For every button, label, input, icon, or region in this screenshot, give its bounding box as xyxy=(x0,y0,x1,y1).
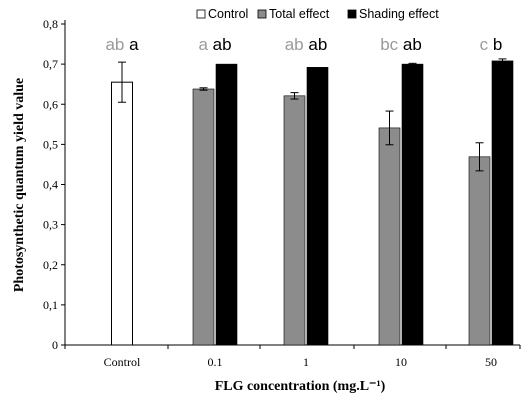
y-tick-label: 0 xyxy=(52,338,58,352)
legend-label: Shading effect xyxy=(359,7,439,21)
x-tick-label: Control xyxy=(104,355,141,369)
bar xyxy=(111,81,133,346)
significance-total: bc xyxy=(380,35,403,54)
bar xyxy=(192,88,215,346)
significance-label: bc ab xyxy=(380,35,422,54)
bar xyxy=(378,127,401,346)
bar xyxy=(283,95,306,346)
y-tick-label: 0,1 xyxy=(43,298,58,312)
significance-shading: ab xyxy=(308,35,327,54)
bar xyxy=(491,60,514,346)
y-tick-label: 0,5 xyxy=(43,137,58,151)
significance-label: ab ab xyxy=(285,35,328,54)
significance-total: c xyxy=(480,35,493,54)
significance-shading: ab xyxy=(403,35,422,54)
significance-label: ab a xyxy=(105,35,139,54)
significance-shading: ab xyxy=(213,35,232,54)
legend-label: Control xyxy=(208,7,248,21)
bar xyxy=(215,63,238,346)
bar xyxy=(306,67,329,346)
bars xyxy=(111,58,514,346)
axes: 0 0,1 0,2 0,3 0,4 0,5 0,6 0,7 0,8 Control 0.1 1 10 50 xyxy=(43,17,521,369)
significance-shading: b xyxy=(493,35,502,54)
y-tick-label: 0,4 xyxy=(43,178,58,192)
y-axis-title: Photosynthetic quantum yield value xyxy=(12,78,27,292)
legend-swatch xyxy=(347,9,357,19)
y-tick-label: 0,3 xyxy=(43,218,58,232)
legend-label: Total effect xyxy=(269,7,330,21)
significance-total: ab xyxy=(105,35,129,54)
x-tick-label: 50 xyxy=(485,355,497,369)
bar xyxy=(401,63,424,346)
legend: Control Total effect Shading effect xyxy=(196,7,439,21)
bar xyxy=(468,156,491,346)
legend-swatch xyxy=(257,9,267,19)
y-tick-label: 0,8 xyxy=(43,17,58,31)
significance-total: a xyxy=(198,35,212,54)
significance-shading: a xyxy=(129,35,139,54)
y-tick-label: 0,6 xyxy=(43,97,58,111)
significance-label: a ab xyxy=(198,35,231,54)
x-tick-label: 10 xyxy=(395,355,407,369)
y-tick-label: 0,7 xyxy=(43,57,58,71)
significance-total: ab xyxy=(285,35,309,54)
x-tick-label: 1 xyxy=(303,355,309,369)
legend-swatch xyxy=(196,9,206,19)
x-axis-title: FLG concentration (mg.L⁻¹) xyxy=(215,379,386,394)
significance-label: c b xyxy=(480,35,503,54)
y-tick-label: 0,2 xyxy=(43,258,58,272)
x-tick-label: 0.1 xyxy=(208,355,223,369)
